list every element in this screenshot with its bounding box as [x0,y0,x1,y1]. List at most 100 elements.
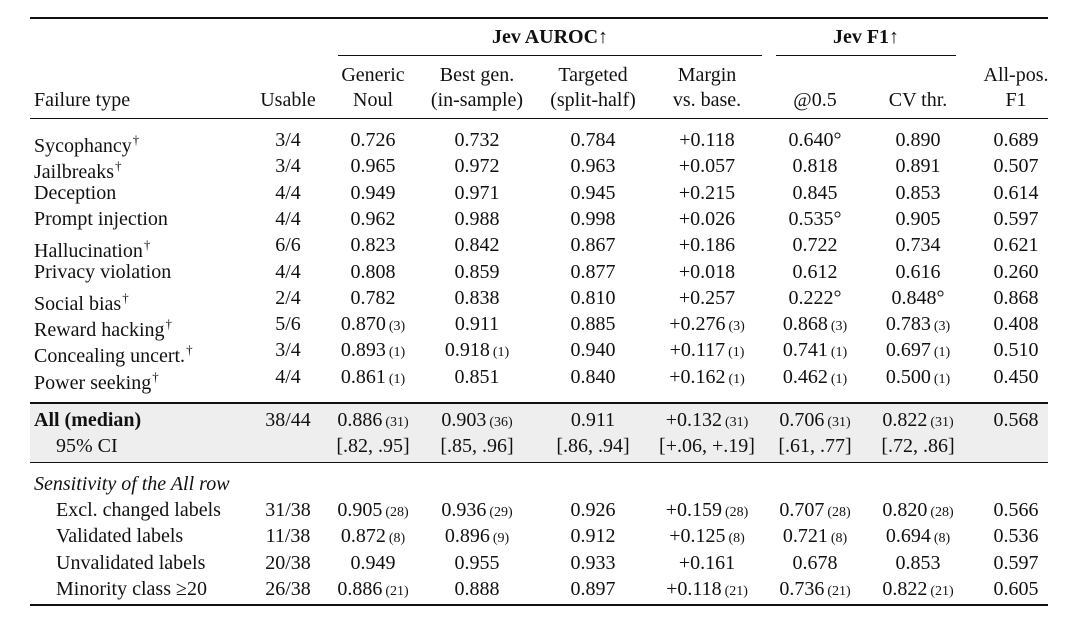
cell-count: (21) [385,583,409,599]
table-cell: 0.888 [455,577,500,601]
table-cell: 0.905 [896,207,941,231]
cell-value: 0.867 [570,234,616,257]
cell-count: (8) [388,531,406,547]
table-cell: 0.891 [896,154,941,178]
table-cell: 0.820 (28) [882,498,953,525]
group-header-f1: Jev F1↑ [832,26,900,48]
table-cell: 0.536 [994,524,1039,548]
cell-value: +0.257 [678,286,736,309]
sensitivity-row-label: Excl. changed labels [56,499,221,521]
cell-value: 0.707 [779,499,825,521]
table-cell: 0.963 [571,154,616,178]
cell-value: 0.965 [350,155,396,178]
column-header-line2: Usable [260,89,316,111]
table-cell: 0.853 [896,551,941,575]
table-cell: 0.734 [896,233,941,257]
table-cell: 0.782 [351,286,396,310]
table-cell: 0.823 [351,233,396,257]
cell-value: 3/4 [275,155,301,178]
column-header-line2: F1 [1005,89,1027,111]
row-label: Sycophancy† [34,128,139,158]
table-cell: 0.885 [571,312,616,336]
table-cell: 0.783 (3) [886,312,950,339]
table-cell: 0.535° [789,207,842,231]
cell-count: (31) [827,415,851,430]
cell-value: 0.933 [570,551,616,574]
dagger-mark: † [114,158,122,174]
row-label: Concealing uncert.† [34,338,193,368]
table-cell: 0.940 [571,338,616,362]
table-cell: 0.689 [994,128,1039,152]
cell-value: 0.886 [337,409,383,431]
table-cell: 0.726 [351,128,396,152]
table-cell: 0.568 [994,408,1039,432]
row-label: Prompt injection [34,207,168,231]
failure-type-name: Hallucination [34,240,143,263]
cell-value: [.82, .95] [336,435,410,457]
table-cell: 0.868 [994,286,1039,310]
cell-value: 0.784 [570,129,616,151]
cell-value: 0.621 [993,234,1039,257]
table-cell: 0.732 [455,128,500,152]
cell-value: +0.026 [678,207,736,230]
cell-value: +0.276 [669,313,726,336]
table-cell: [.86, .94] [556,434,629,458]
table-cell: 0.818 [793,154,838,178]
failure-type-name: Concealing uncert. [34,345,186,368]
cell-count: (1) [492,345,510,361]
cell-value: 4/4 [275,181,301,204]
cell-value: 0.818 [792,155,838,178]
table-cell: 3/4 [275,338,301,362]
table-cell: 0.872 (8) [341,524,405,551]
cell-value: 0.998 [570,207,616,230]
table-cell: +0.162 (1) [669,365,745,392]
table-cell: 0.721 (8) [783,524,847,551]
table-cell: 0.905 (28) [337,498,408,525]
dagger-mark: † [132,132,140,147]
dagger-mark: † [165,316,173,332]
cell-value: +0.186 [678,234,736,257]
failure-type-name: Power seeking [34,371,152,394]
column-header-line2: (split-half) [550,89,636,111]
cell-value: 0.949 [350,181,396,204]
cell-value: 0.897 [570,577,616,600]
cell-value: 0.822 [882,577,928,600]
cell-value: +0.215 [678,181,736,204]
failure-type-name: Reward hacking [34,319,165,342]
table-cell: 0.450 [994,365,1039,389]
cell-value: 0.810 [570,286,616,309]
cell-value: +0.162 [669,365,726,388]
cell-count: (21) [724,583,748,599]
cell-value: [+.06, +.19] [659,435,755,457]
cell-count: (3) [933,319,951,335]
column-header-line1: Generic [341,64,405,86]
row-label: Social bias† [34,286,129,316]
cell-value: 0.721 [782,525,828,548]
cell-value: 0.842 [454,234,500,257]
table-cell: 0.697 (1) [886,338,950,365]
table-cell: 0.918 (1) [445,338,509,365]
cell-count: (8) [830,531,848,547]
sensitivity-row-label: Minority class ≥20 [56,577,207,600]
table-cell: 4/4 [275,207,301,231]
cell-value: [.72, .86] [881,435,955,457]
cell-value: 0.877 [570,260,616,283]
cell-value: 0.903 [441,409,487,431]
all-bottom-rule [30,462,1048,463]
cell-value: +0.132 [665,409,722,431]
table-cell: 0.838 [455,286,500,310]
table-cell: 0.822 (31) [882,408,953,435]
failure-type-name: Social bias [34,292,122,315]
table-cell: 0.507 [994,154,1039,178]
table-cell: 0.859 [455,260,500,284]
cell-value: 0.955 [454,551,500,574]
cell-value: +0.118 [679,129,735,151]
cell-count: (3) [388,319,406,335]
table-cell: 0.597 [994,207,1039,231]
cell-value: 0.507 [993,155,1039,178]
column-header-line1: All-pos. [983,64,1049,86]
cell-count: (3) [830,319,848,335]
cell-value: 0.912 [570,525,616,548]
cell-value: 0.612 [792,260,838,283]
cell-value: 0.782 [350,286,396,309]
